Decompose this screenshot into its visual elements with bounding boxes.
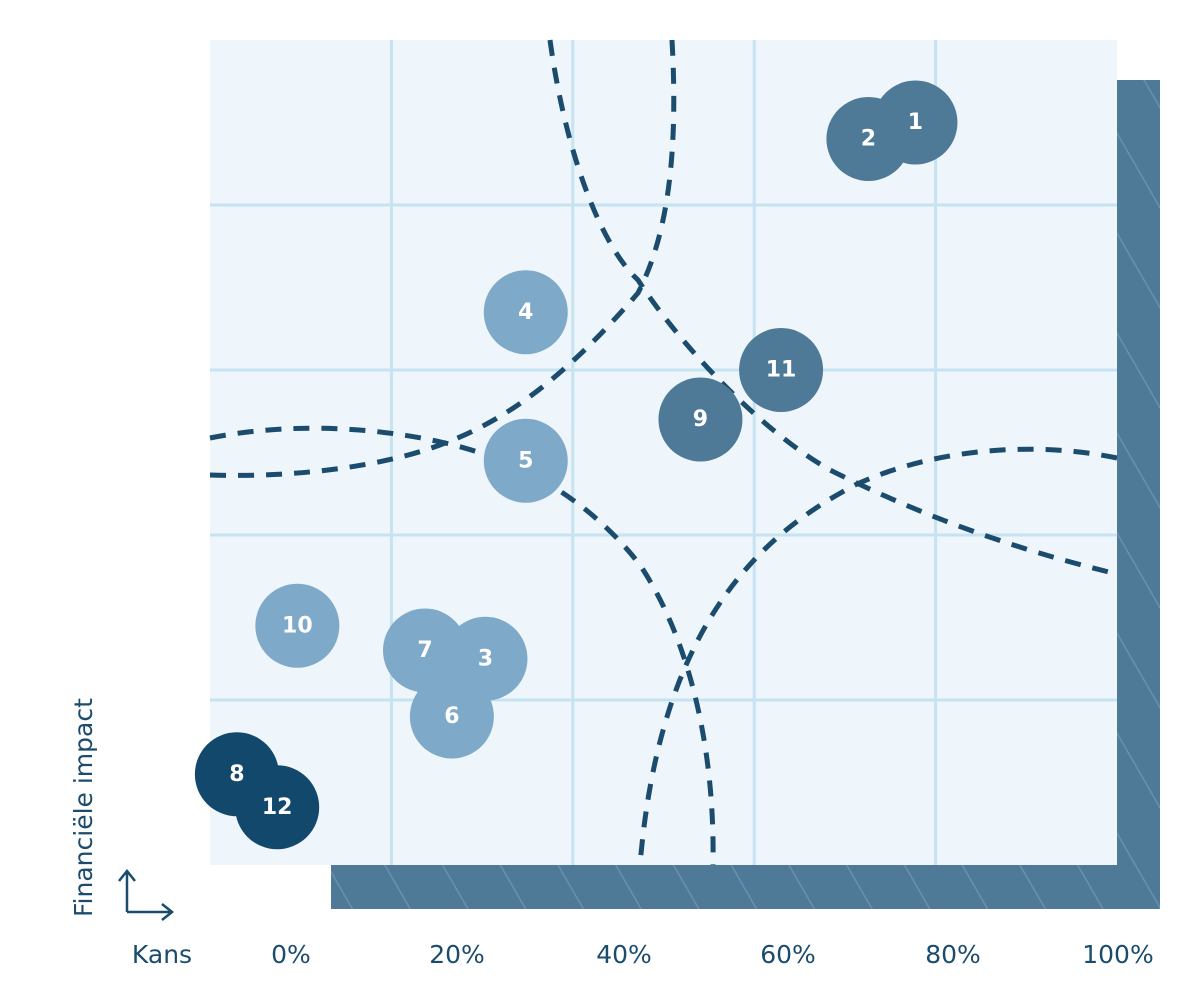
data-point-2[interactable]: 2	[826, 97, 911, 181]
data-point-label: 5	[518, 448, 533, 473]
data-point-label: 2	[861, 127, 876, 152]
data-point-circle[interactable]	[658, 377, 743, 462]
y-axis-label: Financiële impact	[69, 698, 98, 917]
shadow-right	[1117, 80, 1160, 909]
data-point-12[interactable]: 12	[235, 765, 320, 850]
data-point-label: 6	[444, 704, 459, 729]
data-point-circle[interactable]	[382, 608, 467, 693]
data-point-circle[interactable]	[483, 418, 568, 503]
data-point-7[interactable]: 7	[382, 608, 467, 693]
data-point-label: 7	[417, 638, 432, 663]
data-point-label: 9	[693, 407, 708, 432]
axis-arrows-icon	[118, 868, 175, 921]
plot-area	[210, 40, 1117, 865]
data-point-label: 8	[229, 762, 244, 787]
data-point-4[interactable]: 4	[483, 270, 568, 355]
data-point-label: 12	[262, 795, 293, 820]
data-point-label: 11	[766, 358, 797, 383]
x-tick-label: 80%	[925, 940, 981, 969]
data-point-circle[interactable]	[483, 270, 568, 355]
data-point-label: 10	[282, 613, 313, 638]
boundary-curve-left-upper	[209, 425, 716, 866]
x-axis-label: Kans	[132, 940, 192, 969]
data-point-label: 1	[908, 110, 923, 135]
x-tick-label: 0%	[271, 940, 311, 969]
shadow-bottom	[331, 865, 1160, 909]
data-point-label: 3	[478, 646, 493, 671]
data-point-circle[interactable]	[826, 97, 911, 181]
data-point-9[interactable]: 9	[658, 377, 743, 462]
boundary-curve-left-lower	[209, 39, 677, 478]
x-tick-label: 60%	[760, 940, 816, 969]
data-point-6[interactable]: 6	[409, 674, 494, 759]
data-point-circle[interactable]	[255, 583, 340, 668]
data-point-11[interactable]: 11	[739, 328, 824, 412]
x-tick-label: 20%	[429, 940, 485, 969]
x-tick-label: 40%	[596, 940, 652, 969]
boundary-curve-right	[637, 446, 1118, 866]
x-axis-ticks: 0% 20% 40% 60% 80% 100%	[271, 940, 1154, 969]
data-point-circle[interactable]	[409, 674, 494, 759]
data-point-circle[interactable]	[235, 765, 320, 850]
grid-lines	[210, 40, 1117, 865]
data-point-circle[interactable]	[739, 328, 824, 412]
x-tick-label: 100%	[1082, 940, 1153, 969]
data-point-5[interactable]: 5	[483, 418, 568, 503]
data-point-label: 4	[518, 300, 533, 325]
data-point-10[interactable]: 10	[255, 583, 340, 668]
